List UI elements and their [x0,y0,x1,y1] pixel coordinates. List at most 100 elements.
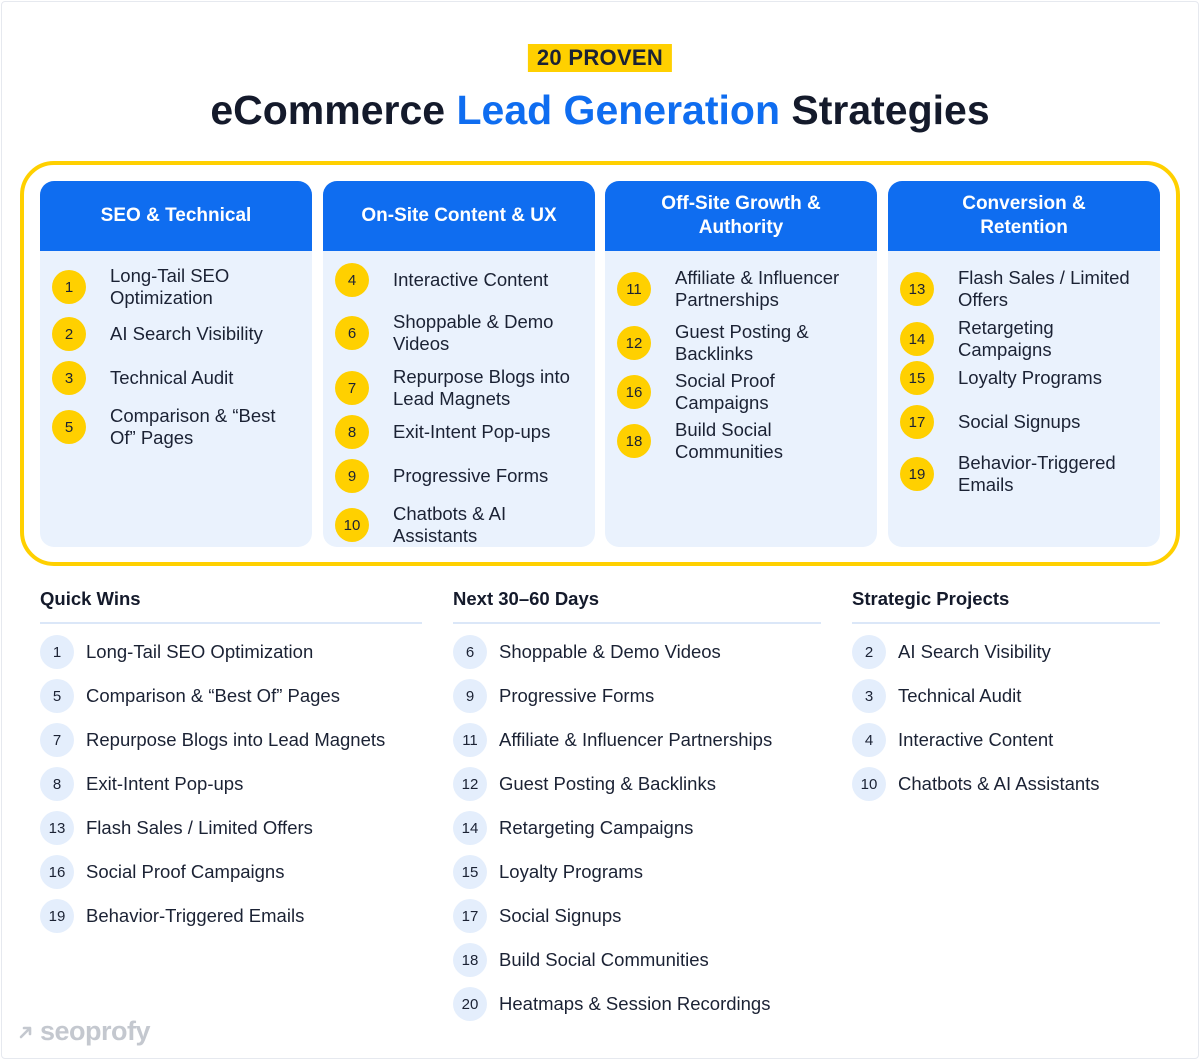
timeline-item-label: Guest Posting & Backlinks [499,773,716,794]
category-card-seo-technical: SEO & Technical 1 Long-Tail SEO Optimizat… [40,181,312,547]
brand-name: seoprofy [40,1016,151,1046]
title-suffix: Strategies [779,87,990,133]
number-badge: 17 [453,899,487,933]
timeline-item-label: Shoppable & Demo Videos [499,641,721,662]
timeline-heading-strategic-projects: Strategic Projects [852,588,1160,624]
category-item: 1 Long-Tail SEO Optimization [52,265,304,309]
category-item: 14 Retargeting Campaigns [900,317,1152,361]
number-badge: 18 [617,424,651,458]
category-item: 15 Loyalty Programs [900,361,1152,395]
category-item-label: Progressive Forms [393,465,549,486]
number-badge: 7 [40,723,74,757]
category-item-label: Loyalty Programs [958,367,1102,388]
number-badge: 1 [40,635,74,669]
category-item: 19 Behavior-Triggered Emails [900,452,1152,496]
category-card-on-site-content-ux: On-Site Content & UX 4 Interactive Conten… [323,181,595,547]
category-item-label: Affiliate & Influencer Partnerships [675,267,840,310]
number-badge: 13 [40,811,74,845]
page-title: eCommerce Lead Generation Strategies [0,86,1200,134]
timeline-item-label: Progressive Forms [499,685,655,706]
timeline-item: 1 Long-Tail SEO Optimization [40,635,313,669]
timeline-item-label: Exit-Intent Pop-ups [86,773,244,794]
number-badge: 4 [335,263,369,297]
timeline-item-label: Interactive Content [898,729,1054,750]
category-card-title: Conversion & Retention [888,181,1160,251]
title-prefix: eCommerce [210,87,457,133]
number-badge: 16 [617,375,651,409]
timeline-item-label: AI Search Visibility [898,641,1051,662]
category-item: 10 Chatbots & AI Assistants [335,503,587,547]
timeline-item-label: Loyalty Programs [499,861,643,882]
number-badge: 14 [900,322,934,356]
timeline-item-label: Comparison & “Best Of” Pages [86,685,340,706]
timeline-item: 16 Social Proof Campaigns [40,855,284,889]
number-badge: 3 [52,361,86,395]
timeline-item: 18 Build Social Communities [453,943,709,977]
category-item: 8 Exit-Intent Pop-ups [335,415,587,449]
timeline-heading-quick-wins: Quick Wins [40,588,422,624]
number-badge: 12 [617,326,651,360]
category-item: 4 Interactive Content [335,263,587,297]
number-badge: 20 [453,987,487,1021]
category-item-label: Social Proof Campaigns [675,370,775,413]
timeline-item: 5 Comparison & “Best Of” Pages [40,679,340,713]
category-item: 17 Social Signups [900,405,1152,439]
timeline-item: 10 Chatbots & AI Assistants [852,767,1100,801]
number-badge: 2 [852,635,886,669]
category-item: 18 Build Social Communities [617,419,869,463]
number-badge: 17 [900,405,934,439]
category-item: 13 Flash Sales / Limited Offers [900,267,1152,311]
category-item-label: Exit-Intent Pop-ups [393,421,551,442]
category-item: 5 Comparison & “Best Of” Pages [52,405,304,449]
category-item: 16 Social Proof Campaigns [617,370,869,414]
category-item-label: AI Search Visibility [110,323,263,344]
number-badge: 19 [900,457,934,491]
category-item-label: Guest Posting & Backlinks [675,321,809,364]
brand-logo: seoprofy [18,1016,151,1047]
timeline-item: 11 Affiliate & Influencer Partnerships [453,723,772,757]
timeline-heading-next-30-60-days: Next 30–60 Days [453,588,821,624]
timeline-item-label: Long-Tail SEO Optimization [86,641,314,662]
category-item-label: Build Social Communities [675,419,783,462]
timeline-item-label: Chatbots & AI Assistants [898,773,1100,794]
timeline-item: 3 Technical Audit [852,679,1021,713]
number-badge: 9 [335,459,369,493]
category-item-label: Repurpose Blogs into Lead Magnets [393,366,570,409]
timeline-item: 19 Behavior-Triggered Emails [40,899,304,933]
category-item: 11 Affiliate & Influencer Partnerships [617,267,869,311]
timeline-item: 12 Guest Posting & Backlinks [453,767,716,801]
number-badge: 15 [453,855,487,889]
category-item-label: Retargeting Campaigns [958,317,1054,360]
timeline-item-label: Repurpose Blogs into Lead Magnets [86,729,386,750]
category-item: 9 Progressive Forms [335,459,587,493]
category-item-label: Long-Tail SEO Optimization [110,265,230,308]
timeline-item-label: Flash Sales / Limited Offers [86,817,313,838]
number-badge: 3 [852,679,886,713]
number-badge: 13 [900,272,934,306]
category-item: 2 AI Search Visibility [52,317,304,351]
category-item-label: Chatbots & AI Assistants [393,503,507,546]
number-badge: 2 [52,317,86,351]
number-badge: 8 [40,767,74,801]
number-badge: 7 [335,371,369,405]
category-item: 6 Shoppable & Demo Videos [335,311,587,355]
timeline-item: 14 Retargeting Campaigns [453,811,693,845]
category-item-label: Comparison & “Best Of” Pages [110,405,276,448]
number-badge: 10 [852,767,886,801]
timeline-item-label: Affiliate & Influencer Partnerships [499,729,773,750]
number-badge: 10 [335,508,369,542]
timeline-item-label: Retargeting Campaigns [499,817,694,838]
timeline-item-label: Heatmaps & Session Recordings [499,993,771,1014]
number-badge: 18 [453,943,487,977]
category-item: 12 Guest Posting & Backlinks [617,321,869,365]
number-badge: 5 [52,410,86,444]
timeline-item: 9 Progressive Forms [453,679,654,713]
timeline-item: 20 Heatmaps & Session Recordings [453,987,770,1021]
arrow-up-right-icon [19,1026,32,1038]
categories-panel [20,161,1180,566]
timeline-item: 6 Shoppable & Demo Videos [453,635,721,669]
timeline-item-label: Social Proof Campaigns [86,861,285,882]
timeline-item: 15 Loyalty Programs [453,855,643,889]
number-badge: 11 [617,272,651,306]
